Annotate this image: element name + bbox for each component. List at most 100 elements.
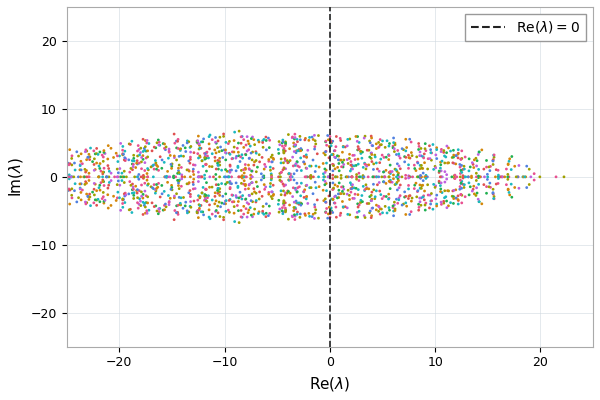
Point xyxy=(210,147,220,153)
Point xyxy=(373,166,382,172)
Point xyxy=(325,214,335,220)
Point xyxy=(92,197,101,203)
Point xyxy=(319,150,329,156)
Point xyxy=(355,146,364,152)
Point xyxy=(70,160,79,166)
Point xyxy=(306,184,316,191)
Point xyxy=(488,161,498,168)
Point xyxy=(198,209,208,215)
Point xyxy=(121,192,131,198)
Point xyxy=(67,192,77,198)
Point xyxy=(425,155,435,162)
Point xyxy=(277,140,287,146)
Point xyxy=(215,188,224,195)
Point xyxy=(286,174,295,180)
Point xyxy=(202,198,212,205)
Point xyxy=(482,176,492,183)
Point xyxy=(211,140,221,146)
Point xyxy=(118,143,128,150)
Point xyxy=(196,194,205,200)
Point xyxy=(522,163,532,169)
Point xyxy=(451,187,461,193)
Point xyxy=(241,151,250,158)
Point xyxy=(76,186,85,192)
Point xyxy=(329,162,338,169)
Point xyxy=(470,157,479,163)
Point xyxy=(314,184,324,190)
Point xyxy=(41,183,51,190)
Point xyxy=(368,174,378,180)
Point xyxy=(151,157,160,164)
Point xyxy=(274,209,284,215)
Point xyxy=(26,176,36,182)
Point xyxy=(443,145,453,151)
Point xyxy=(411,167,421,174)
Point xyxy=(213,210,223,216)
Point xyxy=(397,202,407,208)
Point xyxy=(358,172,368,179)
Point xyxy=(76,162,85,168)
Point xyxy=(117,177,127,184)
Point xyxy=(67,153,77,159)
Point xyxy=(432,203,442,209)
Point xyxy=(95,160,105,167)
Point xyxy=(154,210,163,217)
Point xyxy=(139,175,148,182)
Point xyxy=(62,184,71,190)
Point xyxy=(221,150,231,156)
Point xyxy=(365,194,374,200)
Point xyxy=(94,174,104,180)
Point xyxy=(211,198,221,204)
Point xyxy=(124,207,134,213)
Point xyxy=(82,180,91,186)
Point xyxy=(460,182,469,188)
Point xyxy=(395,155,405,161)
Point xyxy=(404,174,414,180)
Point xyxy=(427,150,436,156)
Point xyxy=(128,186,138,192)
Point xyxy=(521,174,530,180)
Point xyxy=(247,168,257,174)
Point xyxy=(373,182,382,188)
Point xyxy=(162,173,172,180)
Point xyxy=(320,152,330,158)
Point xyxy=(399,201,409,207)
Point xyxy=(340,144,350,150)
Point xyxy=(385,169,395,175)
Point xyxy=(258,208,268,214)
Point xyxy=(25,174,34,180)
Point xyxy=(401,200,410,206)
Point xyxy=(219,131,229,137)
Point xyxy=(200,193,209,199)
Point xyxy=(186,149,196,155)
Point xyxy=(155,142,164,148)
Point xyxy=(289,170,299,177)
Point xyxy=(269,156,278,162)
Point xyxy=(102,174,112,180)
Point xyxy=(215,158,224,164)
Point xyxy=(418,165,428,172)
Point xyxy=(200,195,210,201)
Point xyxy=(143,165,152,172)
Point xyxy=(164,202,174,208)
Point xyxy=(469,183,479,189)
Point xyxy=(115,165,125,172)
Point xyxy=(377,196,387,202)
Point xyxy=(274,174,283,180)
Point xyxy=(216,204,226,210)
Point xyxy=(310,168,320,175)
Point xyxy=(347,174,356,180)
Point xyxy=(103,156,113,162)
Point xyxy=(310,144,320,150)
Point xyxy=(281,139,290,145)
Point xyxy=(338,164,348,170)
Point xyxy=(448,188,458,194)
Point xyxy=(63,160,73,166)
Point xyxy=(293,148,302,154)
Point xyxy=(217,167,226,173)
Point xyxy=(113,158,122,165)
Point xyxy=(348,195,358,202)
Point xyxy=(140,145,149,152)
Point xyxy=(194,192,203,199)
Point xyxy=(229,149,239,155)
